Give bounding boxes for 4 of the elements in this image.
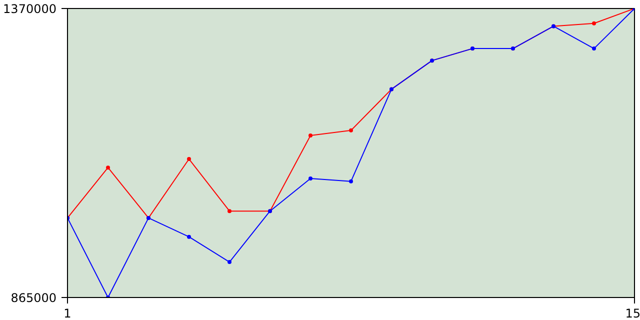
y-tick-label: 865000 — [10, 291, 57, 305]
x-tick-label: 15 — [625, 306, 640, 320]
x-tick-label: 1 — [64, 306, 72, 320]
y-tick-label: 1370000 — [3, 2, 57, 16]
